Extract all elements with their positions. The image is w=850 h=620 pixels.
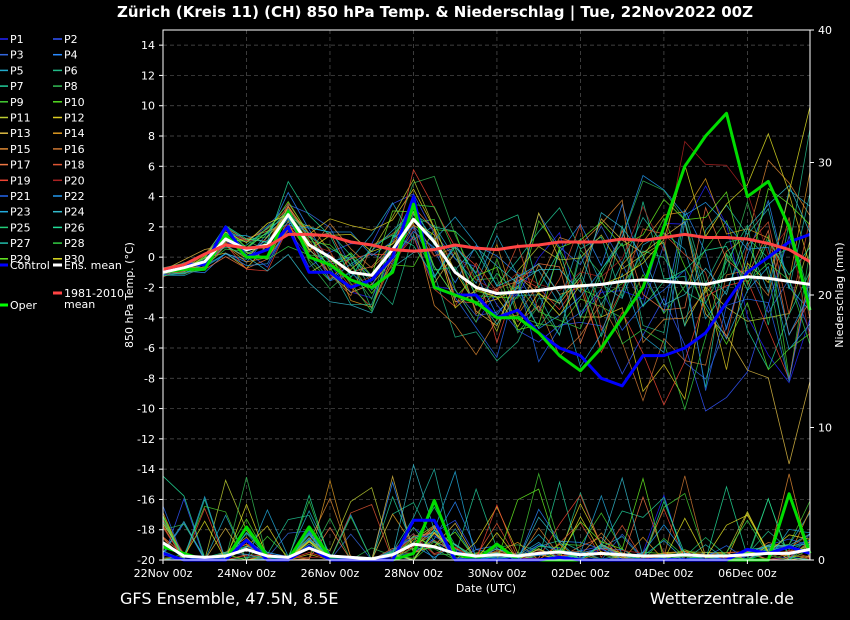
member-temp-line-p1 xyxy=(162,185,811,384)
x-tick-label: 04Dec 00z xyxy=(635,567,694,580)
chart-title: Zürich (Kreis 11) (CH) 850 hPa Temp. & N… xyxy=(117,3,753,22)
right-tick-label: 10 xyxy=(818,422,832,435)
x-tick-label: 28Nov 00z xyxy=(384,567,443,580)
legend-label: P4 xyxy=(64,49,78,62)
legend-label: P18 xyxy=(64,159,85,172)
legend-label: P11 xyxy=(10,112,31,125)
legend-label: P25 xyxy=(10,221,31,234)
legend-label: P24 xyxy=(64,206,85,219)
x-axis-ticks: 22Nov 00z 24Nov 00z 26Nov 00z 28Nov 00z 30No… xyxy=(134,560,777,580)
legend-label: P20 xyxy=(64,174,85,187)
left-tick-label: 12 xyxy=(141,69,155,82)
x-tick-label: 06Dec 00z xyxy=(718,567,777,580)
member-temp-line-p29 xyxy=(162,187,811,331)
legend-label: P1 xyxy=(10,33,24,46)
member-temp-line-p6 xyxy=(162,128,811,362)
legend-label: P29 xyxy=(10,253,31,266)
left-tick-label: -16 xyxy=(137,493,155,506)
x-tick-label: 02Dec 00z xyxy=(551,567,610,580)
member-temp-line-p3 xyxy=(162,204,811,380)
legend-label: P26 xyxy=(64,221,85,234)
legend-label: P12 xyxy=(64,112,85,125)
y-axis-label-left: 850 hPa Temp. (°C) xyxy=(123,242,136,348)
left-tick-label: -20 xyxy=(137,554,155,567)
legend-label: P15 xyxy=(10,143,31,156)
member-temp-line-p28 xyxy=(162,204,811,411)
right-axis-ticks: 40 30 20 10 0 xyxy=(810,24,832,567)
footer-source: Wetterzentrale.de xyxy=(650,589,794,608)
legend-label: P5 xyxy=(10,64,24,77)
left-tick-label: 8 xyxy=(148,130,155,143)
left-tick-label: -2 xyxy=(144,281,155,294)
left-tick-label: 0 xyxy=(148,251,155,264)
legend-label: P23 xyxy=(10,206,31,219)
left-tick-label: -10 xyxy=(137,403,155,416)
legend-label: P13 xyxy=(10,127,31,140)
x-tick-label: 30Nov 00z xyxy=(468,567,527,580)
right-tick-label: 40 xyxy=(818,24,832,37)
legend-label: P22 xyxy=(64,190,85,203)
legend-label: mean xyxy=(64,298,95,311)
member-temp-line-p15 xyxy=(162,159,811,356)
x-tick-label: 24Nov 00z xyxy=(217,567,276,580)
legend-label: Ens. mean xyxy=(64,259,122,272)
right-tick-label: 20 xyxy=(818,289,832,302)
legend-label: P7 xyxy=(10,80,24,93)
legend: P1 P2 P3 P4 P5 P6 P7 P8 P9 P10 P11 P12 P13 P14 P15 P16 P… xyxy=(0,33,124,312)
legend-label: P8 xyxy=(64,80,78,93)
left-tick-label: -8 xyxy=(144,372,155,385)
left-tick-label: -4 xyxy=(144,312,155,325)
temp-line-oper xyxy=(162,111,812,373)
temp-line-1981-2010-mean xyxy=(162,232,811,271)
left-tick-label: 14 xyxy=(141,39,155,52)
legend-label: 1981-2010 xyxy=(64,287,124,300)
legend-label: Control xyxy=(10,259,50,272)
member-temp-line-p16 xyxy=(162,206,811,402)
temp-line-ens-mean xyxy=(162,213,811,295)
left-tick-label: 10 xyxy=(141,100,155,113)
legend-label: P21 xyxy=(10,190,31,203)
member-temp-line-p5 xyxy=(162,189,811,320)
legend-label: P3 xyxy=(10,49,24,62)
legend-label: P10 xyxy=(64,96,85,109)
left-tick-label: -18 xyxy=(137,524,155,537)
legend-label: P27 xyxy=(10,237,31,250)
legend-label: P14 xyxy=(64,127,85,140)
legend-label: P30 xyxy=(64,253,85,266)
legend-label: P2 xyxy=(64,33,78,46)
left-axis-ticks: 14 12 10 8 6 4 2 0 -2 -4 -6 -8 -10 -12 -14 -16 -18 -20 xyxy=(137,39,163,567)
x-tick-label: 22Nov 00z xyxy=(134,567,193,580)
left-tick-label: 4 xyxy=(148,191,155,204)
legend-label: P16 xyxy=(64,143,85,156)
legend-label: P28 xyxy=(64,237,85,250)
legend-label: Oper xyxy=(10,299,37,312)
member-temp-line-p30 xyxy=(162,106,811,328)
y-axis-label-right: Niederschlag (mm) xyxy=(833,242,846,347)
left-tick-label: -6 xyxy=(144,342,155,355)
x-axis-label: Date (UTC) xyxy=(456,582,516,595)
legend-label: P19 xyxy=(10,174,31,187)
right-tick-label: 0 xyxy=(818,554,825,567)
left-tick-label: -14 xyxy=(137,463,155,476)
left-tick-label: 6 xyxy=(148,160,155,173)
precip-line-ens-mean xyxy=(162,541,811,561)
member-temp-line-p24 xyxy=(162,184,811,314)
legend-label: P17 xyxy=(10,159,31,172)
legend-label: P6 xyxy=(64,64,78,77)
footer-model-info: GFS Ensemble, 47.5N, 8.5E xyxy=(120,589,339,608)
left-tick-label: -12 xyxy=(137,433,155,446)
legend-label: P9 xyxy=(10,96,24,109)
ensemble-members xyxy=(162,106,811,562)
left-tick-label: 2 xyxy=(148,221,155,234)
x-tick-label: 26Nov 00z xyxy=(301,567,360,580)
right-tick-label: 30 xyxy=(818,157,832,170)
highlighted-series xyxy=(162,111,812,562)
